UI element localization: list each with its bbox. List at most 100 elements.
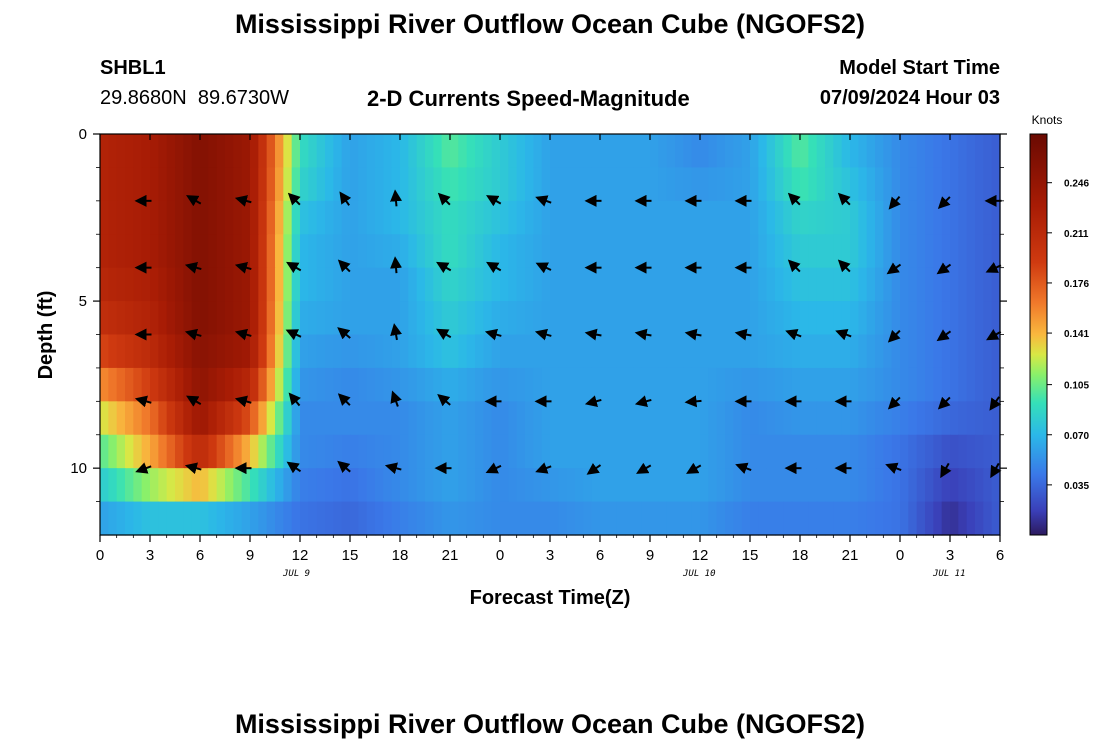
- heatmap-cell: [741, 401, 751, 436]
- heatmap-cell: [483, 401, 493, 436]
- heatmap-cell: [825, 167, 834, 202]
- current-vector-arrow: [337, 259, 351, 273]
- heatmap-cell: [800, 367, 809, 402]
- heatmap-cell: [833, 334, 843, 369]
- heatmap-cell: [641, 434, 651, 469]
- heatmap-cell: [916, 367, 926, 402]
- heatmap-cell: [116, 434, 126, 469]
- heatmap-cell: [441, 200, 451, 235]
- heatmap-cell: [933, 134, 943, 169]
- heatmap-cell: [733, 401, 743, 436]
- heatmap-cell: [600, 167, 609, 202]
- heatmap-cell: [583, 334, 593, 369]
- heatmap-cell: [500, 468, 509, 503]
- heatmap-cell: [800, 234, 809, 269]
- heatmap-cell: [233, 134, 243, 169]
- heatmap-cell: [908, 367, 918, 402]
- heatmap-cell: [825, 267, 834, 302]
- heatmap-cell: [150, 234, 159, 269]
- heatmap-cell: [208, 267, 218, 302]
- heatmap-cell: [575, 434, 584, 469]
- heatmap-cell: [116, 134, 126, 169]
- current-vector-arrow: [684, 328, 702, 341]
- heatmap-cell: [408, 434, 418, 469]
- current-vector-arrow: [586, 462, 602, 475]
- heatmap-cell: [525, 334, 534, 369]
- heatmap-cell: [625, 134, 634, 169]
- heatmap-cell: [766, 200, 776, 235]
- heatmap-cell: [133, 367, 143, 402]
- x-tick-label: 12: [292, 547, 309, 564]
- heatmap-cell: [650, 367, 659, 402]
- heatmap-cell: [241, 301, 251, 336]
- heatmap-cell: [425, 301, 434, 336]
- heatmap-cell: [775, 434, 784, 469]
- heatmap-cell: [258, 401, 268, 436]
- heatmap-cell: [108, 134, 118, 169]
- heatmap-cell: [383, 267, 393, 302]
- current-vector-arrow: [937, 196, 951, 209]
- heatmap-cell: [725, 134, 734, 169]
- heatmap-cell: [516, 468, 526, 503]
- heatmap-cell: [158, 401, 168, 436]
- heatmap-cell: [608, 501, 618, 536]
- heatmap-cell: [783, 501, 793, 536]
- x-tick-label: 6: [596, 547, 604, 564]
- heatmap-cell: [983, 200, 993, 235]
- heatmap-cell: [125, 334, 134, 369]
- heatmap-cell: [675, 401, 684, 436]
- heatmap-cell: [516, 334, 526, 369]
- heatmap-cell: [975, 334, 984, 369]
- heatmap-cell: [216, 468, 226, 503]
- heatmap-cell: [466, 468, 476, 503]
- heatmap-cell: [750, 367, 759, 402]
- heatmap-cell: [675, 267, 684, 302]
- heatmap-cell: [858, 334, 868, 369]
- heatmap-cell: [425, 200, 434, 235]
- heatmap-cell: [883, 367, 893, 402]
- heatmap-cell: [258, 501, 268, 536]
- heatmap-cell: [775, 301, 784, 336]
- heatmap-cell: [183, 200, 193, 235]
- heatmap-cell: [566, 434, 576, 469]
- heatmap-cell: [200, 501, 209, 536]
- heatmap-cell: [258, 267, 268, 302]
- heatmap-cell: [808, 134, 818, 169]
- heatmap-cell: [966, 200, 976, 235]
- heatmap-cell: [258, 434, 268, 469]
- heatmap-cell: [325, 401, 334, 436]
- heatmap-cell: [358, 301, 368, 336]
- heatmap-cell: [541, 367, 551, 402]
- heatmap-cell: [350, 301, 359, 336]
- x-tick-label: 15: [342, 547, 359, 564]
- heatmap-cell: [275, 367, 284, 402]
- heatmap-cell: [550, 367, 559, 402]
- heatmap-cell: [533, 434, 543, 469]
- heatmap-cell: [525, 234, 534, 269]
- heatmap-cell: [133, 301, 143, 336]
- heatmap-cell: [275, 200, 284, 235]
- current-vector-arrow: [535, 262, 552, 274]
- heatmap-cell: [975, 301, 984, 336]
- heatmap-cell: [533, 501, 543, 536]
- page-title: Mississippi River Outflow Ocean Cube (NG…: [234, 9, 866, 39]
- heatmap-cell: [275, 234, 284, 269]
- heatmap-cell: [708, 234, 718, 269]
- heatmap-cell: [525, 367, 534, 402]
- heatmap-cell: [758, 134, 768, 169]
- heatmap-cell: [583, 200, 593, 235]
- heatmap-cell: [691, 401, 701, 436]
- heatmap-cell: [383, 301, 393, 336]
- heatmap-cell: [358, 501, 368, 536]
- heatmap-cell: [550, 434, 559, 469]
- heatmap-cell: [508, 501, 518, 536]
- heatmap-cell: [950, 167, 959, 202]
- heatmap-cell: [250, 200, 259, 235]
- heatmap-cell: [400, 267, 409, 302]
- heatmap-cell: [358, 200, 368, 235]
- model-start-label: Model Start Time: [839, 57, 1000, 79]
- heatmap-cell: [891, 134, 901, 169]
- heatmap-cell: [733, 234, 743, 269]
- heatmap-cell: [525, 267, 534, 302]
- heatmap-cell: [308, 367, 318, 402]
